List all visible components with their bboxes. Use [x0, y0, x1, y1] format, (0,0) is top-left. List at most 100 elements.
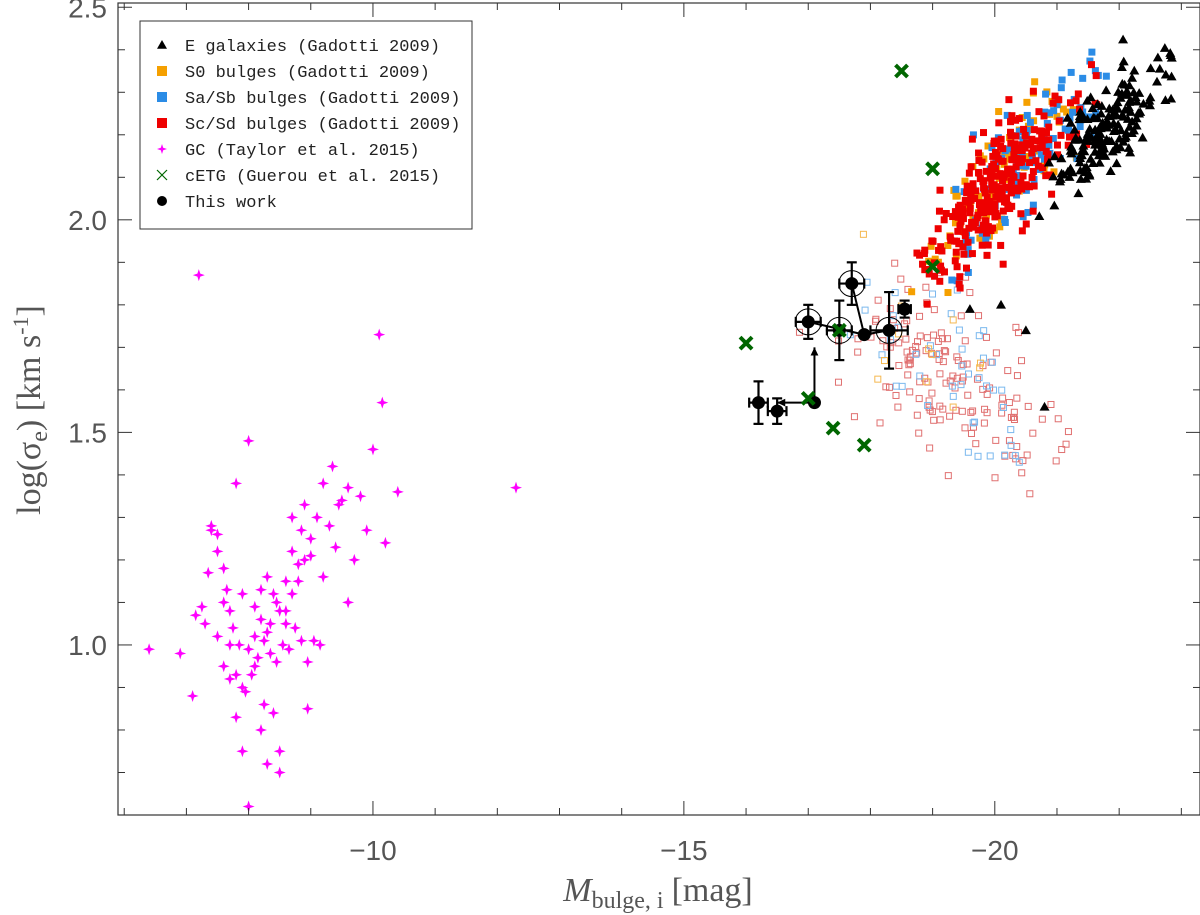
- sc-sd-bulge-open-marker: [992, 349, 1000, 357]
- sc-sd-bulge-marker: [1053, 141, 1061, 149]
- y-tick-label: 1.0: [68, 630, 107, 661]
- sc-sd-bulge-open-marker: [939, 358, 947, 366]
- sc-sd-bulge-marker: [978, 158, 986, 166]
- e-galaxy-marker: [1049, 200, 1060, 210]
- sc-sd-bulge-open-marker: [942, 348, 950, 356]
- s0-bulge-marker: [927, 242, 935, 250]
- gc-marker: [261, 758, 274, 770]
- sc-sd-bulge-marker: [988, 181, 996, 189]
- sc-sd-bulge-open-marker: [874, 296, 882, 304]
- sc-sd-bulge-open-marker: [925, 397, 933, 405]
- this-work-ring: [794, 308, 822, 336]
- gc-marker: [342, 596, 355, 609]
- gc-marker: [258, 698, 271, 711]
- sc-sd-bulge-marker: [1012, 163, 1020, 171]
- sa-sb-bulge-open-marker: [889, 312, 897, 320]
- sc-sd-bulge-marker: [1087, 61, 1095, 69]
- gc-marker: [342, 481, 355, 494]
- legend-marker-square: [157, 118, 167, 128]
- sa-sb-bulge-open-marker: [947, 310, 955, 318]
- s0-bulge-marker: [976, 234, 984, 242]
- sa-sb-bulge-marker: [1061, 125, 1069, 133]
- sc-sd-bulge-marker: [1010, 184, 1018, 192]
- s0-bulge-marker: [951, 219, 959, 227]
- sc-sd-bulge-open-marker: [872, 315, 880, 323]
- sa-sb-bulge-marker: [1049, 134, 1057, 142]
- e-galaxy-marker: [1064, 172, 1075, 181]
- s0-bulge-marker: [975, 192, 983, 200]
- sc-sd-bulge-marker: [1055, 96, 1063, 104]
- sc-sd-bulge-marker: [1038, 127, 1046, 135]
- sc-sd-bulge-marker: [940, 216, 948, 224]
- sa-sb-bulge-marker: [1088, 48, 1096, 56]
- sc-sd-bulge-open-marker: [967, 429, 975, 437]
- sc-sd-bulge-marker: [1048, 190, 1056, 198]
- cetg-marker: [925, 259, 941, 274]
- e-galaxy-marker: [1092, 113, 1103, 122]
- sa-sb-bulge-marker: [1046, 109, 1054, 117]
- e-galaxy-marker: [1108, 118, 1119, 127]
- sc-sd-bulge-marker: [1029, 207, 1037, 215]
- gc-marker: [245, 668, 258, 681]
- sc-sd-bulge-marker: [980, 184, 988, 192]
- gc-marker: [295, 524, 308, 537]
- sa-sb-bulge-open-marker: [974, 452, 982, 460]
- s0-bulge-marker: [961, 177, 969, 185]
- gc-marker: [217, 660, 230, 673]
- sc-sd-bulge-marker: [936, 277, 944, 285]
- sa-sb-bulge-marker: [1019, 136, 1027, 144]
- sc-sd-bulge-marker: [1012, 154, 1020, 162]
- e-galaxy-marker: [996, 299, 1007, 309]
- e-galaxy-marker: [1165, 48, 1176, 57]
- sc-sd-bulge-marker: [999, 145, 1007, 153]
- sc-sd-bulge-marker: [987, 172, 995, 180]
- sc-sd-bulge-open-marker: [926, 444, 934, 452]
- e-galaxy-marker: [1118, 56, 1129, 66]
- sa-sb-bulge-open-marker: [1001, 451, 1009, 459]
- e-galaxy-marker: [1079, 146, 1090, 156]
- filled-markers-layer: [908, 34, 1177, 411]
- sc-sd-bulge-marker: [1011, 140, 1019, 148]
- sc-sd-bulge-marker: [962, 264, 970, 272]
- sc-sd-bulge-marker: [975, 169, 983, 177]
- sc-sd-bulge-open-marker: [1007, 413, 1015, 421]
- sc-sd-bulge-marker: [982, 206, 990, 214]
- sa-sb-bulge-marker: [1041, 108, 1049, 116]
- sc-sd-bulge-marker: [988, 186, 996, 194]
- sc-sd-bulge-open-marker: [922, 283, 930, 291]
- gc-marker: [326, 460, 339, 473]
- sc-sd-bulge-marker: [964, 238, 972, 246]
- sc-sd-bulge-marker: [983, 251, 991, 259]
- sc-sd-bulge-open-marker: [958, 407, 966, 415]
- sc-sd-bulge-open-marker: [904, 371, 912, 379]
- legend-marker-square: [157, 92, 167, 102]
- sa-sb-bulge-open-marker: [916, 372, 924, 380]
- sc-sd-bulge-marker: [1002, 183, 1010, 191]
- sc-sd-bulge-open-marker: [885, 383, 893, 391]
- sa-sb-bulge-open-marker: [964, 370, 972, 378]
- sc-sd-bulge-marker: [992, 193, 1000, 201]
- sc-sd-bulge-marker: [968, 135, 976, 143]
- gc-marker: [174, 647, 187, 660]
- e-galaxy-marker: [1145, 63, 1156, 73]
- sc-sd-bulge-marker: [968, 183, 976, 191]
- sc-sd-bulge-marker: [994, 188, 1002, 196]
- gc-marker: [251, 651, 264, 664]
- sc-sd-bulge-marker: [1054, 151, 1062, 159]
- sc-sd-bulge-open-marker: [891, 259, 899, 267]
- sc-sd-bulge-marker: [959, 205, 967, 213]
- sc-sd-bulge-marker: [1029, 168, 1037, 176]
- sc-sd-bulge-marker: [1030, 182, 1038, 190]
- gc-marker: [323, 519, 336, 532]
- arrow-head: [777, 398, 786, 407]
- e-galaxy-marker: [1089, 147, 1100, 156]
- gc-marker: [255, 613, 267, 626]
- sc-sd-bulge-marker: [1028, 173, 1036, 181]
- e-galaxy-marker: [1090, 124, 1101, 134]
- sc-sd-bulge-open-marker: [1052, 457, 1060, 465]
- gc-marker: [217, 562, 230, 575]
- e-galaxy-marker: [1111, 158, 1122, 168]
- sc-sd-bulge-marker: [935, 207, 943, 215]
- gc-marker: [223, 638, 236, 651]
- gc-marker: [304, 549, 317, 562]
